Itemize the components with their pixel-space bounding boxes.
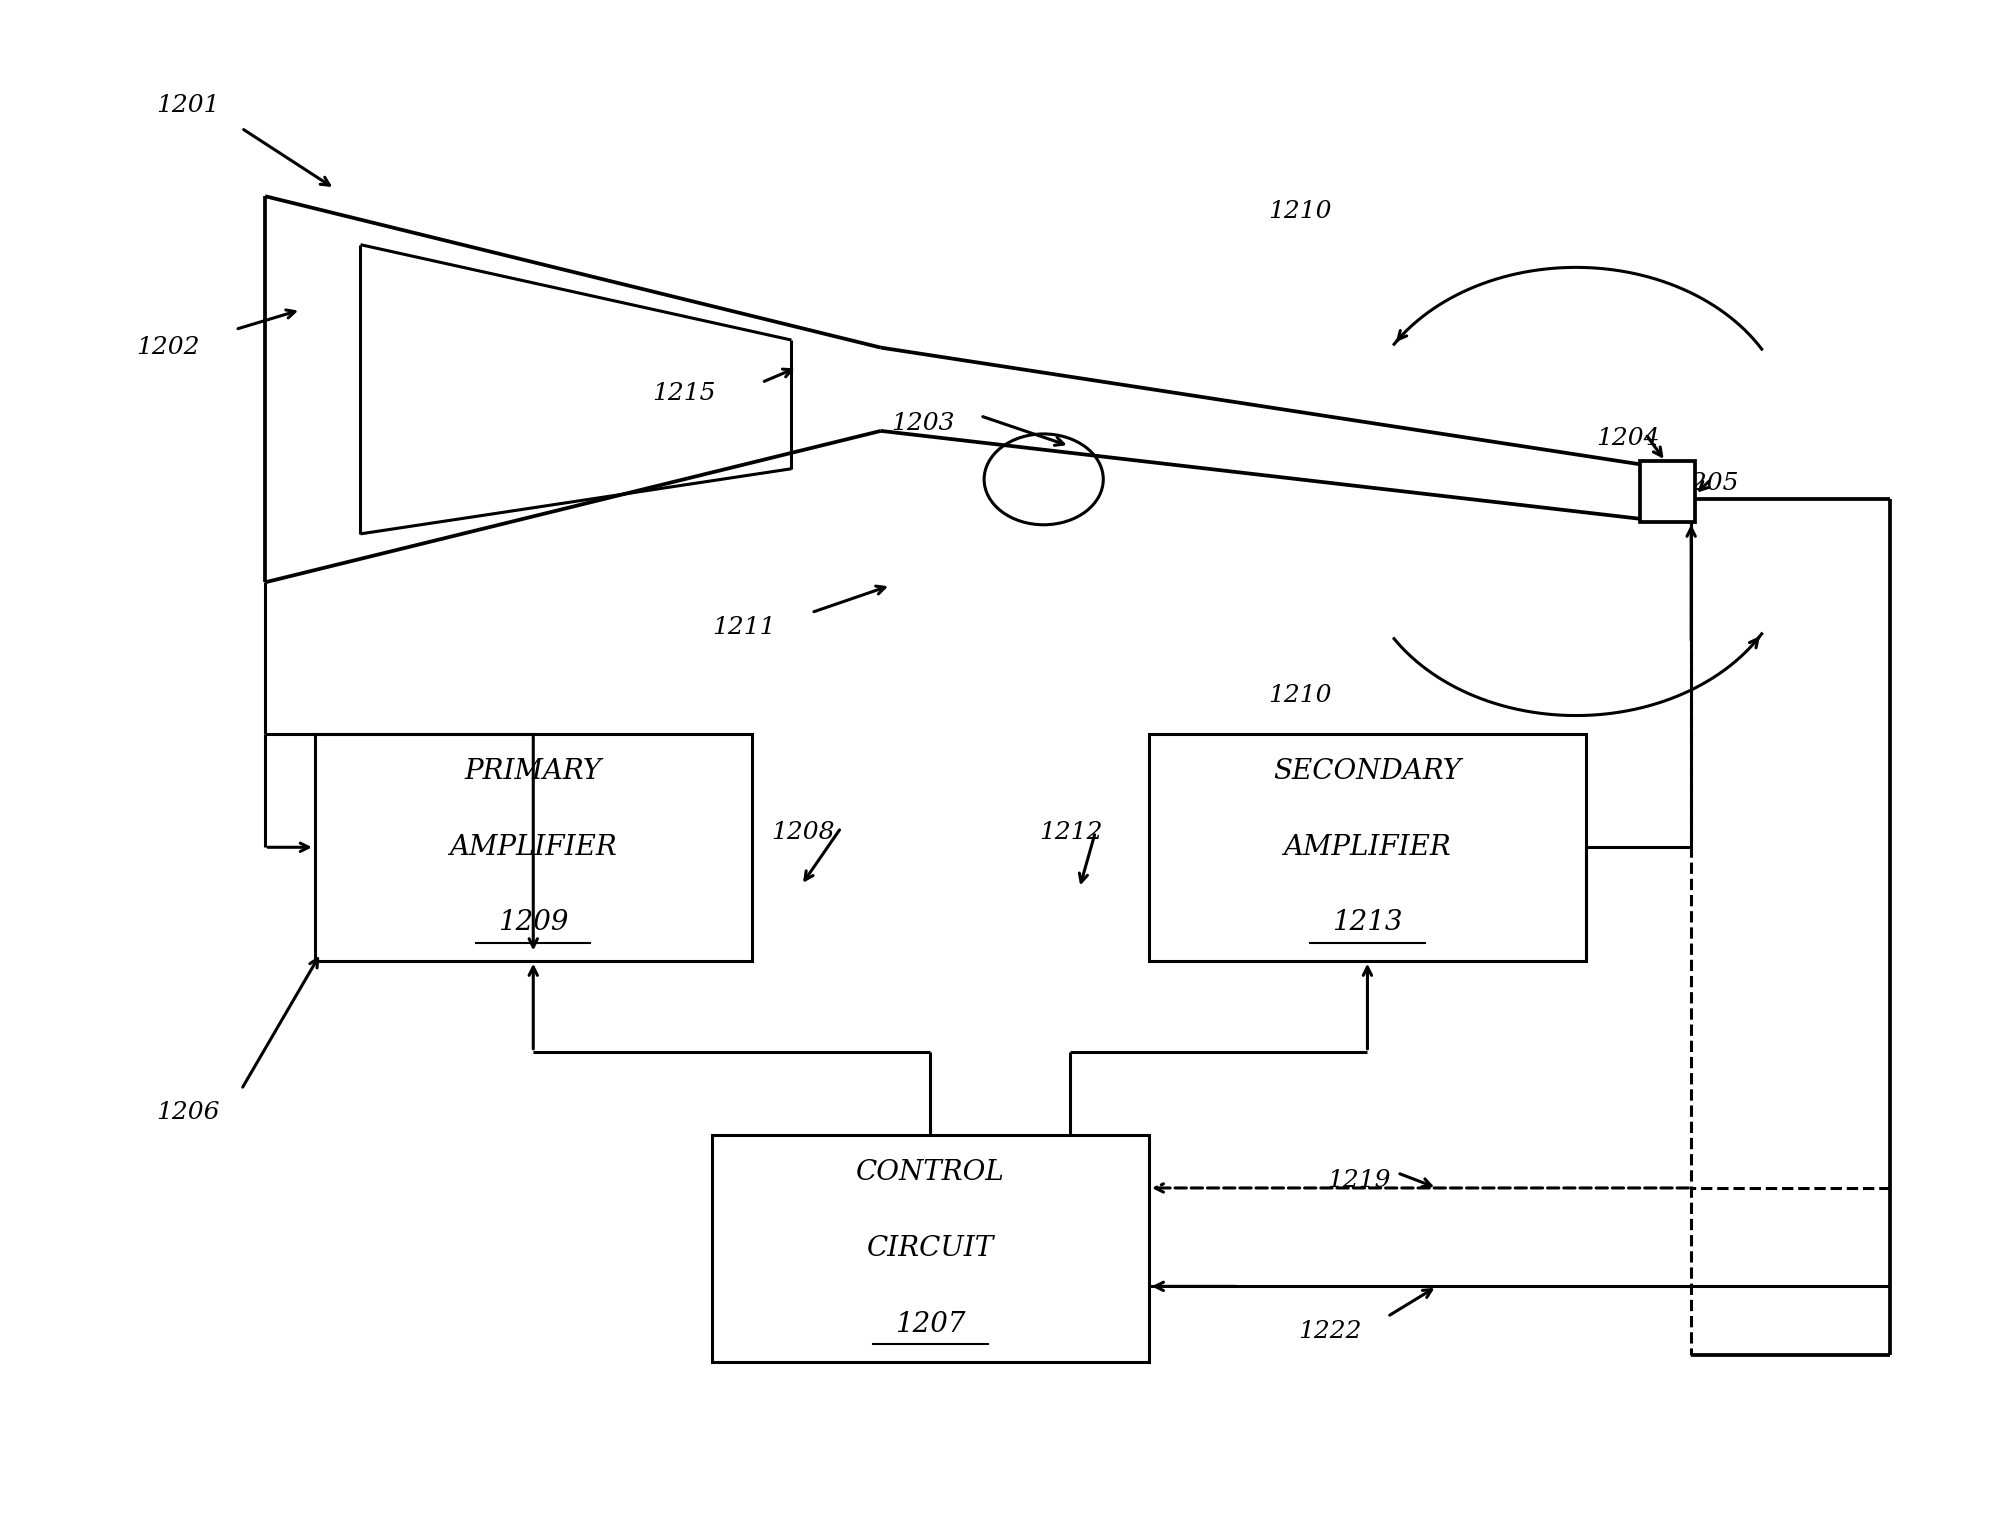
Text: CONTROL: CONTROL <box>856 1160 1004 1186</box>
Bar <box>1640 461 1696 521</box>
Text: 1208: 1208 <box>772 821 836 843</box>
Text: 1215: 1215 <box>652 382 716 405</box>
Text: 1207: 1207 <box>896 1311 966 1337</box>
Text: PRIMARY: PRIMARY <box>464 758 602 785</box>
Text: AMPLIFIER: AMPLIFIER <box>1284 834 1452 860</box>
Text: SECONDARY: SECONDARY <box>1274 758 1462 785</box>
Text: 1206: 1206 <box>156 1100 220 1123</box>
Text: 1212: 1212 <box>1040 821 1104 843</box>
Bar <box>1148 733 1586 961</box>
Text: CIRCUIT: CIRCUIT <box>866 1235 994 1262</box>
Bar <box>712 1135 1148 1361</box>
Bar <box>314 733 752 961</box>
Text: 1201: 1201 <box>156 93 220 116</box>
Text: 1203: 1203 <box>890 413 954 435</box>
Text: 1204: 1204 <box>1596 426 1660 449</box>
Text: 1205: 1205 <box>1676 472 1738 495</box>
Text: AMPLIFIER: AMPLIFIER <box>450 834 618 860</box>
Text: 1209: 1209 <box>498 909 568 937</box>
Text: 1202: 1202 <box>136 336 200 359</box>
Text: 1219: 1219 <box>1328 1169 1392 1192</box>
Text: 1213: 1213 <box>1332 909 1402 937</box>
Text: 1222: 1222 <box>1298 1320 1362 1343</box>
Text: 1210: 1210 <box>1268 685 1332 707</box>
Text: 1211: 1211 <box>712 616 776 639</box>
Text: 1210: 1210 <box>1268 200 1332 223</box>
